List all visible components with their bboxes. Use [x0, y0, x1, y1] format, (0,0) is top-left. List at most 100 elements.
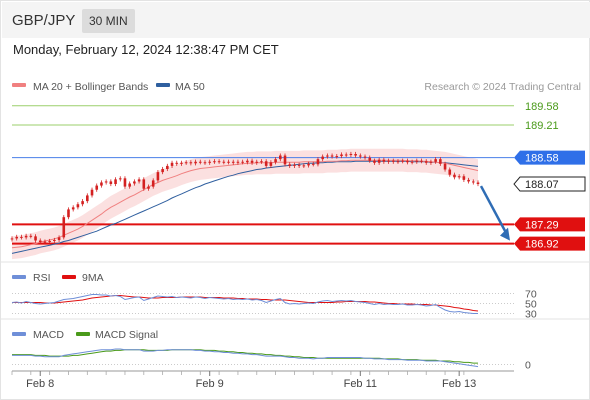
rsi-ma-legend-label: 9MA — [82, 272, 104, 284]
candle — [260, 161, 263, 163]
candle — [476, 182, 480, 185]
candle — [76, 204, 80, 208]
candle — [194, 161, 197, 164]
candle — [236, 161, 240, 163]
research-credit: Research © 2024 Trading Central — [424, 81, 581, 93]
candle — [373, 160, 376, 163]
candle — [180, 162, 183, 164]
candle — [86, 195, 89, 202]
candle — [71, 207, 75, 210]
candle — [53, 239, 56, 242]
candle — [109, 181, 113, 185]
candle — [264, 161, 268, 166]
ma50-legend-label: MA 50 — [175, 81, 205, 93]
candle — [246, 160, 249, 163]
candle — [227, 161, 230, 163]
macd-tick-label: 0 — [525, 359, 531, 371]
rsi-ma-legend-swatch — [62, 275, 76, 279]
macd-line — [12, 348, 479, 368]
candle — [359, 155, 362, 157]
rsi-tick-label: 50 — [525, 299, 537, 311]
candle — [316, 159, 320, 165]
time-tick-label: Feb 13 — [442, 378, 476, 390]
candle — [297, 164, 301, 166]
candle — [29, 235, 33, 237]
ma50-legend-swatch — [156, 83, 170, 87]
candle — [453, 174, 456, 178]
level-tag — [513, 176, 586, 192]
candle — [24, 235, 28, 238]
candle — [95, 185, 99, 190]
candle — [114, 179, 117, 185]
candle — [20, 236, 23, 238]
candle — [439, 159, 442, 164]
candle — [326, 155, 329, 157]
candle — [311, 163, 315, 165]
candle — [382, 159, 386, 162]
macd-legend-label: MACD — [33, 329, 64, 341]
candle — [368, 157, 372, 161]
candle — [208, 161, 211, 163]
candle — [279, 155, 282, 160]
macd-panel: 0 — [12, 348, 531, 371]
chart-datetime: Monday, February 12, 2024 12:38:47 PM CE… — [13, 42, 279, 57]
macd-signal-line — [12, 349, 478, 364]
timeframe-button[interactable]: 30 MIN — [82, 9, 135, 33]
ma50-line — [11, 160, 479, 254]
candle — [307, 163, 310, 166]
candle — [104, 181, 108, 183]
candle — [151, 180, 155, 187]
candle — [269, 162, 273, 166]
level-label: 189.58 — [525, 101, 559, 113]
candle — [420, 160, 423, 162]
rsi-legend-swatch — [12, 275, 26, 279]
bollinger-bands — [12, 148, 478, 260]
candle — [471, 181, 475, 183]
candle — [217, 161, 221, 163]
time-tick-label: Feb 9 — [196, 378, 224, 390]
candle — [335, 156, 339, 158]
candle — [189, 162, 193, 164]
candle — [90, 189, 94, 196]
candle — [34, 236, 37, 241]
candle — [401, 160, 404, 162]
candle — [354, 153, 357, 156]
candle — [147, 186, 150, 189]
candle — [377, 159, 381, 163]
candle — [38, 240, 42, 243]
header-bar: GBP/JPY 30 MIN — [2, 2, 590, 38]
candle — [349, 153, 353, 156]
candle — [57, 237, 61, 240]
candle — [387, 160, 390, 162]
candle — [302, 165, 306, 167]
candle — [161, 169, 164, 173]
ma20-line — [11, 159, 479, 249]
candle — [48, 241, 51, 243]
candle — [142, 179, 146, 189]
forecast-arrowhead — [500, 227, 510, 241]
candle — [15, 236, 19, 239]
candle — [137, 179, 141, 182]
candle — [467, 179, 470, 182]
macd-signal-legend-label: MACD Signal — [95, 329, 158, 341]
candle — [67, 209, 70, 218]
candle — [396, 161, 400, 163]
candle — [166, 165, 169, 170]
candle — [293, 164, 296, 166]
candle — [62, 217, 66, 238]
candle — [213, 161, 216, 163]
level-label: 187.29 — [525, 219, 559, 231]
candle — [274, 159, 277, 163]
candle — [198, 161, 202, 163]
rsi-legend-label: RSI — [33, 272, 51, 284]
candle — [448, 169, 452, 175]
candle — [184, 162, 188, 164]
rsi-tick-label: 30 — [525, 309, 537, 321]
rsi-tick-label: 70 — [525, 289, 537, 301]
candle — [406, 160, 409, 163]
time-tick-label: Feb 8 — [26, 378, 54, 390]
time-axis: Feb 8 Feb 9 Feb 11 Feb 13 — [11, 370, 514, 390]
candle — [424, 161, 428, 163]
